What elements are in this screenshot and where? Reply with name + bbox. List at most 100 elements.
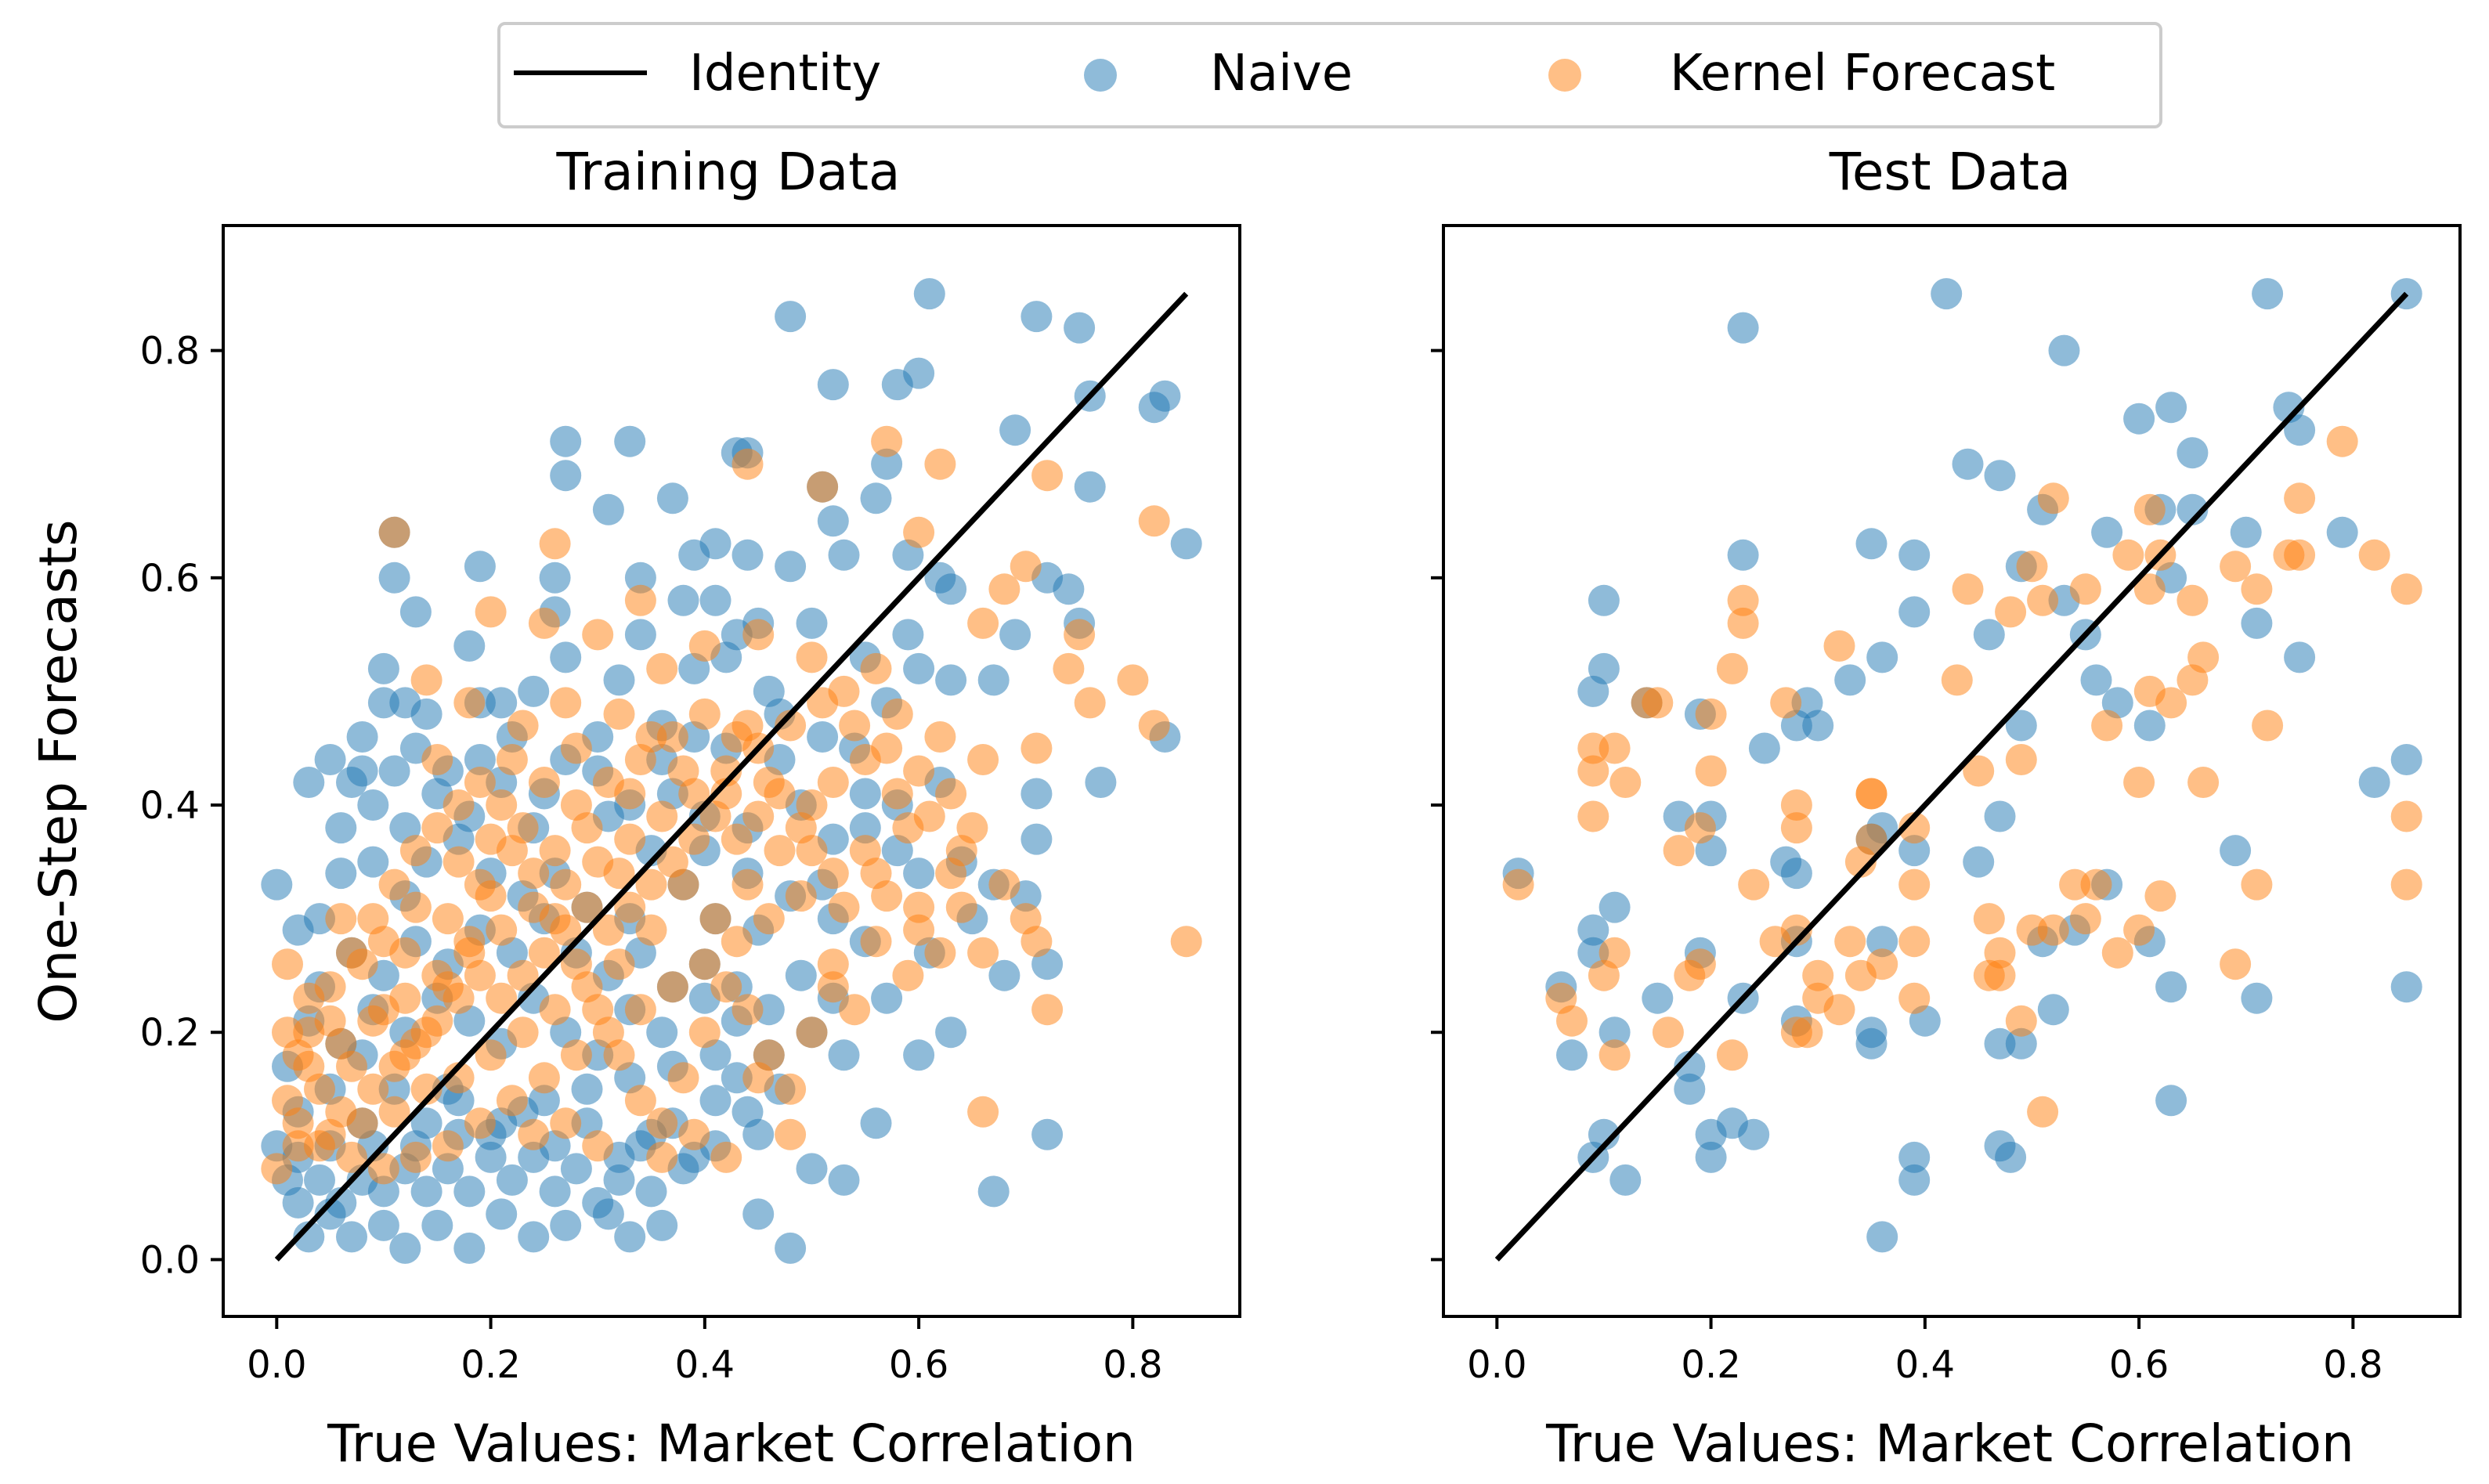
naive-point	[2241, 607, 2273, 639]
kernel-forecast-point	[261, 1153, 293, 1185]
legend-naive-swatch	[1084, 59, 1117, 92]
y-axis-label: One-Step Forecasts	[28, 519, 89, 1023]
naive-point	[389, 1232, 421, 1264]
kernel-forecast-point	[518, 858, 550, 890]
kernel-forecast-point	[550, 687, 582, 719]
kernel-forecast-point	[1823, 994, 1855, 1026]
kernel-forecast-point	[624, 1085, 656, 1117]
kernel-forecast-point	[1577, 800, 1609, 832]
naive-point	[2005, 710, 2037, 742]
naive-point	[678, 539, 710, 571]
naive-point	[892, 619, 924, 651]
kernel-forecast-point	[1738, 868, 1770, 901]
naive-point	[1170, 528, 1202, 560]
naive-point	[2177, 437, 2209, 469]
kernel-forecast-point	[2112, 539, 2144, 571]
naive-point	[1021, 778, 1053, 810]
kernel-forecast-point	[775, 1073, 807, 1105]
naive-point	[1952, 448, 1984, 480]
kernel-forecast-point	[2101, 937, 2133, 969]
kernel-forecast-point	[1780, 789, 1812, 821]
naive-point	[1898, 539, 1931, 571]
kernel-forecast-point	[945, 835, 977, 867]
kernel-forecast-point	[1716, 1039, 1748, 1071]
kernel-forecast-point	[421, 744, 453, 775]
kernel-forecast-point	[528, 607, 560, 639]
kernel-forecast-point	[817, 971, 849, 1003]
naive-point	[518, 675, 550, 707]
naive-point	[699, 1085, 732, 1117]
kernel-forecast-point	[871, 880, 903, 912]
kernel-forecast-point	[486, 789, 518, 821]
naive-point	[432, 1153, 464, 1185]
naive-point	[775, 1232, 807, 1264]
naive-point	[367, 687, 399, 719]
naive-point	[1963, 846, 1995, 878]
kernel-forecast-point	[1716, 652, 1748, 684]
kernel-forecast-point	[2252, 710, 2284, 742]
kernel-forecast-point	[475, 596, 507, 628]
naive-point	[2133, 710, 2166, 742]
naive-point	[1577, 675, 1609, 707]
naive-point	[1021, 823, 1053, 855]
kernel-forecast-point	[2123, 767, 2155, 798]
training-axes-frame	[222, 224, 1241, 1318]
naive-point	[1031, 1118, 1064, 1150]
naive-point	[1898, 1164, 1931, 1196]
naive-point	[1995, 1141, 2027, 1173]
x-tick-label: 0.4	[1895, 1343, 1955, 1387]
kernel-forecast-point	[550, 914, 582, 946]
kernel-forecast-point	[496, 1085, 528, 1117]
naive-point	[475, 1141, 507, 1173]
naive-point	[732, 539, 764, 571]
naive-point	[646, 1016, 678, 1049]
naive-point	[2177, 493, 2209, 525]
kernel-forecast-point	[742, 1062, 775, 1094]
kernel-forecast-point	[1898, 868, 1931, 901]
kernel-forecast-point	[1963, 755, 1995, 787]
kernel-forecast-point	[614, 778, 646, 810]
kernel-forecast-point	[432, 1130, 464, 1162]
kernel-forecast-point	[399, 835, 432, 867]
kernel-forecast-point	[742, 800, 775, 832]
kernel-forecast-point	[924, 721, 956, 753]
kernel-forecast-point	[2091, 710, 2123, 742]
kernel-forecast-point	[1770, 687, 1802, 719]
naive-point	[325, 812, 357, 844]
naive-point	[378, 561, 410, 594]
kernel-forecast-point	[2284, 482, 2316, 515]
kernel-forecast-point	[732, 994, 764, 1026]
naive-point	[399, 596, 432, 628]
kernel-forecast-point	[443, 982, 475, 1014]
kernel-forecast-point	[2187, 767, 2220, 798]
kernel-forecast-point	[410, 1073, 443, 1105]
naive-point	[624, 619, 656, 651]
kernel-forecast-point	[688, 1016, 721, 1049]
naive-point	[775, 301, 807, 333]
naive-point	[1866, 926, 1898, 958]
naive-point	[2284, 641, 2316, 673]
kernel-forecast-point	[304, 1073, 335, 1105]
naive-point	[1609, 1164, 1642, 1196]
kernel-forecast-point	[2241, 573, 2273, 605]
kernel-forecast-point	[528, 1062, 560, 1094]
kernel-forecast-point	[336, 1141, 367, 1173]
x-tick-label: 0.2	[1681, 1343, 1740, 1387]
kernel-forecast-point	[732, 868, 764, 901]
kernel-forecast-point	[2390, 573, 2422, 605]
test-x-ticks: 0.0 0.2 0.4 0.6 0.8	[1467, 1316, 2383, 1387]
kernel-forecast-point	[710, 971, 742, 1003]
naive-point	[293, 767, 325, 798]
kernel-forecast-point	[967, 1096, 999, 1128]
naive-point	[1149, 380, 1181, 412]
kernel-forecast-point	[635, 914, 667, 946]
kernel-forecast-point	[967, 744, 999, 775]
kernel-forecast-point	[367, 1153, 399, 1185]
kernel-forecast-point	[2220, 948, 2252, 980]
kernel-forecast-point	[721, 823, 753, 855]
naive-point	[1984, 460, 2016, 492]
naive-point	[871, 448, 903, 480]
naive-point	[539, 1175, 571, 1208]
naive-point	[518, 1221, 550, 1253]
kernel-forecast-point	[892, 959, 924, 991]
